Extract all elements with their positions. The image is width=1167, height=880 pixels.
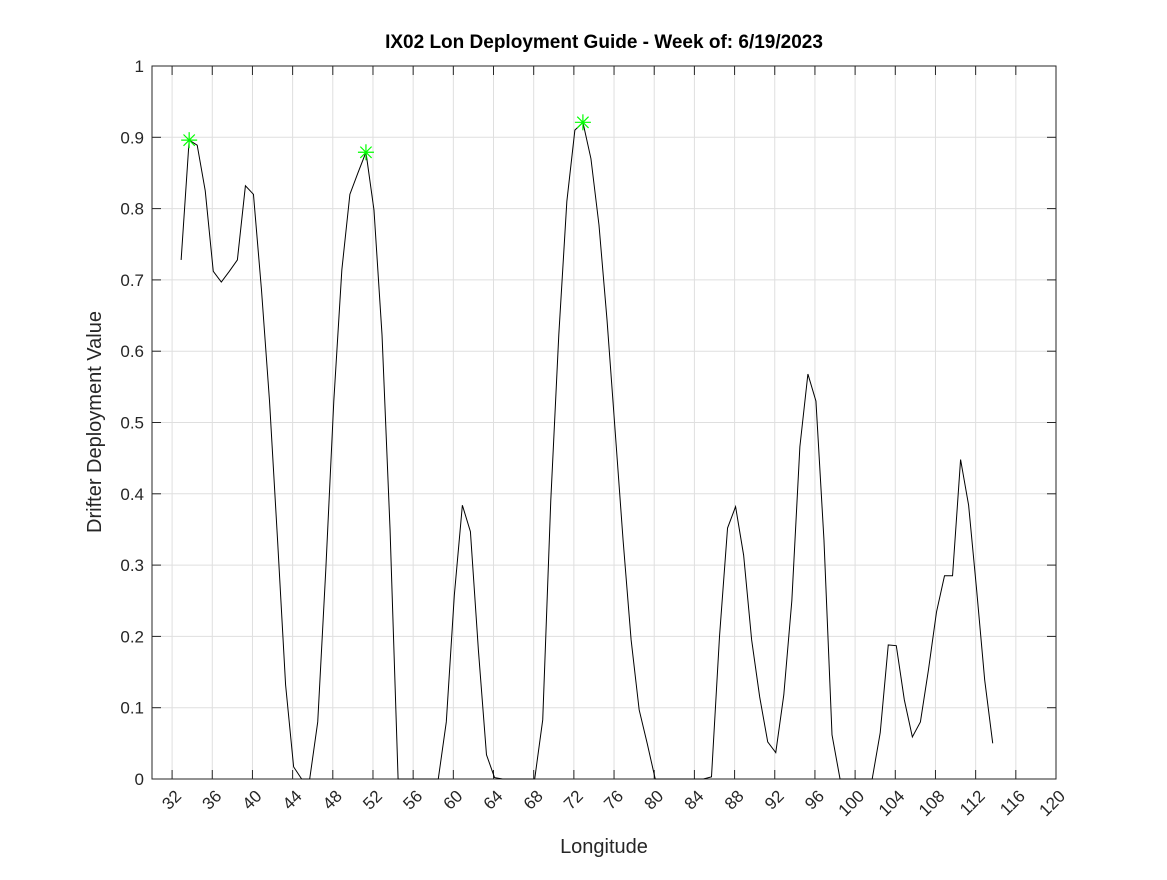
y-axis-label: Drifter Deployment Value [84,311,106,533]
y-tick-label: 0 [135,770,144,789]
y-tick-label: 0.7 [120,271,144,290]
peak-marker [181,132,198,149]
y-tick-label: 0.6 [120,342,144,361]
peak-marker [357,144,374,161]
y-tick-label: 1 [135,57,144,76]
peak-marker [574,114,591,131]
chart-title: IX02 Lon Deployment Guide - Week of: 6/1… [385,32,823,53]
data-line [180,121,994,780]
marker-stroke [359,146,373,159]
marker-stroke [576,116,589,129]
y-tick-label: 0.1 [120,699,144,718]
y-tick-label: 0.5 [120,414,144,433]
y-tick-label: 0.4 [120,485,144,504]
y-tick-label: 0.3 [120,556,144,575]
marker-stroke [183,134,196,147]
y-tick-label: 0.2 [120,627,144,646]
x-axis-label: Longitude [560,836,648,858]
y-tick-label: 0.8 [120,200,144,219]
y-tick-label: 0.9 [120,128,144,147]
